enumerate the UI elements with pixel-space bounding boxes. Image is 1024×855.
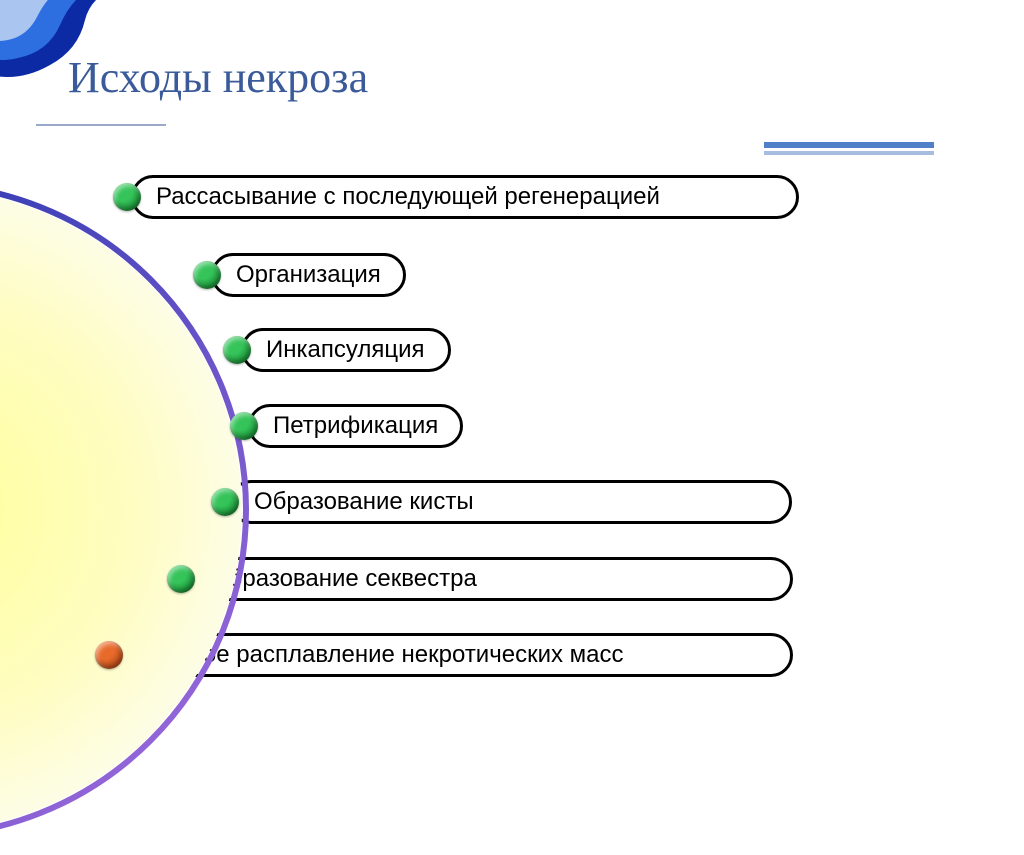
list-item: Организация xyxy=(193,253,406,297)
list-item: Образование кисты xyxy=(211,480,792,524)
pill-label: Образование кисты xyxy=(248,488,474,516)
page-title-area: Исходы некроза xyxy=(68,52,368,103)
bullet-green-icon xyxy=(167,565,195,593)
list-item: Образование секвестра xyxy=(167,557,793,601)
page-title: Исходы некроза xyxy=(68,52,368,103)
list-item: Инкапсуляция xyxy=(223,328,451,372)
pill: Организация xyxy=(211,253,406,297)
bullet-green-icon xyxy=(193,261,221,289)
pill: Инкапсуляция xyxy=(241,328,451,372)
list-item: Петрификация xyxy=(230,404,463,448)
bullet-green-icon xyxy=(211,488,239,516)
pill: Образование кисты xyxy=(229,480,792,524)
pill: Образование секвестра xyxy=(185,557,793,601)
title-underline xyxy=(36,124,166,126)
pill-label: Гнойное расплавление некротических масс xyxy=(132,641,623,669)
bullet-green-icon xyxy=(223,336,251,364)
bullet-green-icon xyxy=(230,412,258,440)
pill-label: Образование секвестра xyxy=(204,565,477,593)
bullet-green-icon xyxy=(113,183,141,211)
pill: Петрификация xyxy=(248,404,463,448)
accent-bars xyxy=(764,142,934,155)
list-item: Рассасывание с последующей регенерацией xyxy=(113,175,799,219)
pill-label: Петрификация xyxy=(267,412,438,440)
pill-label: Организация xyxy=(230,261,381,289)
pill-label: Рассасывание с последующей регенерацией xyxy=(150,183,660,211)
pill: Гнойное расплавление некротических масс xyxy=(113,633,793,677)
list-item: Гнойное расплавление некротических масс xyxy=(95,633,793,677)
pill: Рассасывание с последующей регенерацией xyxy=(131,175,799,219)
bullet-orange-icon xyxy=(95,641,123,669)
pill-label: Инкапсуляция xyxy=(260,336,425,364)
